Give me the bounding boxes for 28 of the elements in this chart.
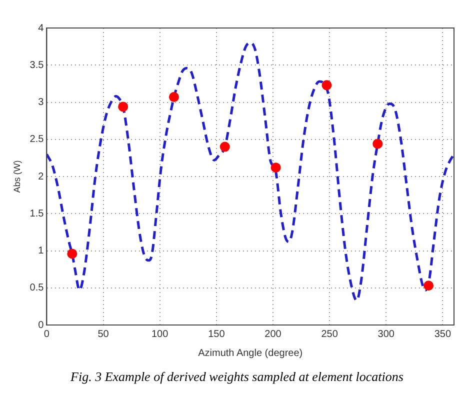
y-tick-label: 3 xyxy=(38,97,44,108)
x-tick-label: 300 xyxy=(378,328,395,340)
point xyxy=(322,80,332,90)
y-tick-label: 1.5 xyxy=(30,208,44,220)
x-tick-label: 100 xyxy=(151,328,169,340)
point xyxy=(372,138,383,149)
y-tick-label: 2.5 xyxy=(30,134,44,146)
point xyxy=(118,102,128,112)
y-axis-title: Abs (W) xyxy=(12,160,22,193)
x-tick-label: 150 xyxy=(208,328,226,340)
x-tick-label: 350 xyxy=(434,328,452,340)
point xyxy=(67,248,78,259)
caption: Fig. 3 Example of derived weights sampled at element locations xyxy=(70,369,404,385)
y-tick-label: 0.5 xyxy=(30,282,44,294)
point xyxy=(424,280,434,291)
point xyxy=(220,142,230,152)
point xyxy=(168,92,179,102)
y-tick-label: 3.5 xyxy=(30,60,44,71)
point xyxy=(270,162,281,173)
x-tick-label: 250 xyxy=(321,328,338,340)
x-tick-label: 200 xyxy=(264,328,282,340)
y-tick-label: 4 xyxy=(38,22,44,34)
y-tick-label: 2 xyxy=(38,171,44,182)
y-tick-label: 0 xyxy=(38,320,44,331)
x-tick-label: 50 xyxy=(98,328,110,340)
line-series xyxy=(46,42,454,302)
x-axis-title: Azimuth Angle (degree) xyxy=(198,348,303,359)
y-tick-label: 1 xyxy=(38,246,44,256)
